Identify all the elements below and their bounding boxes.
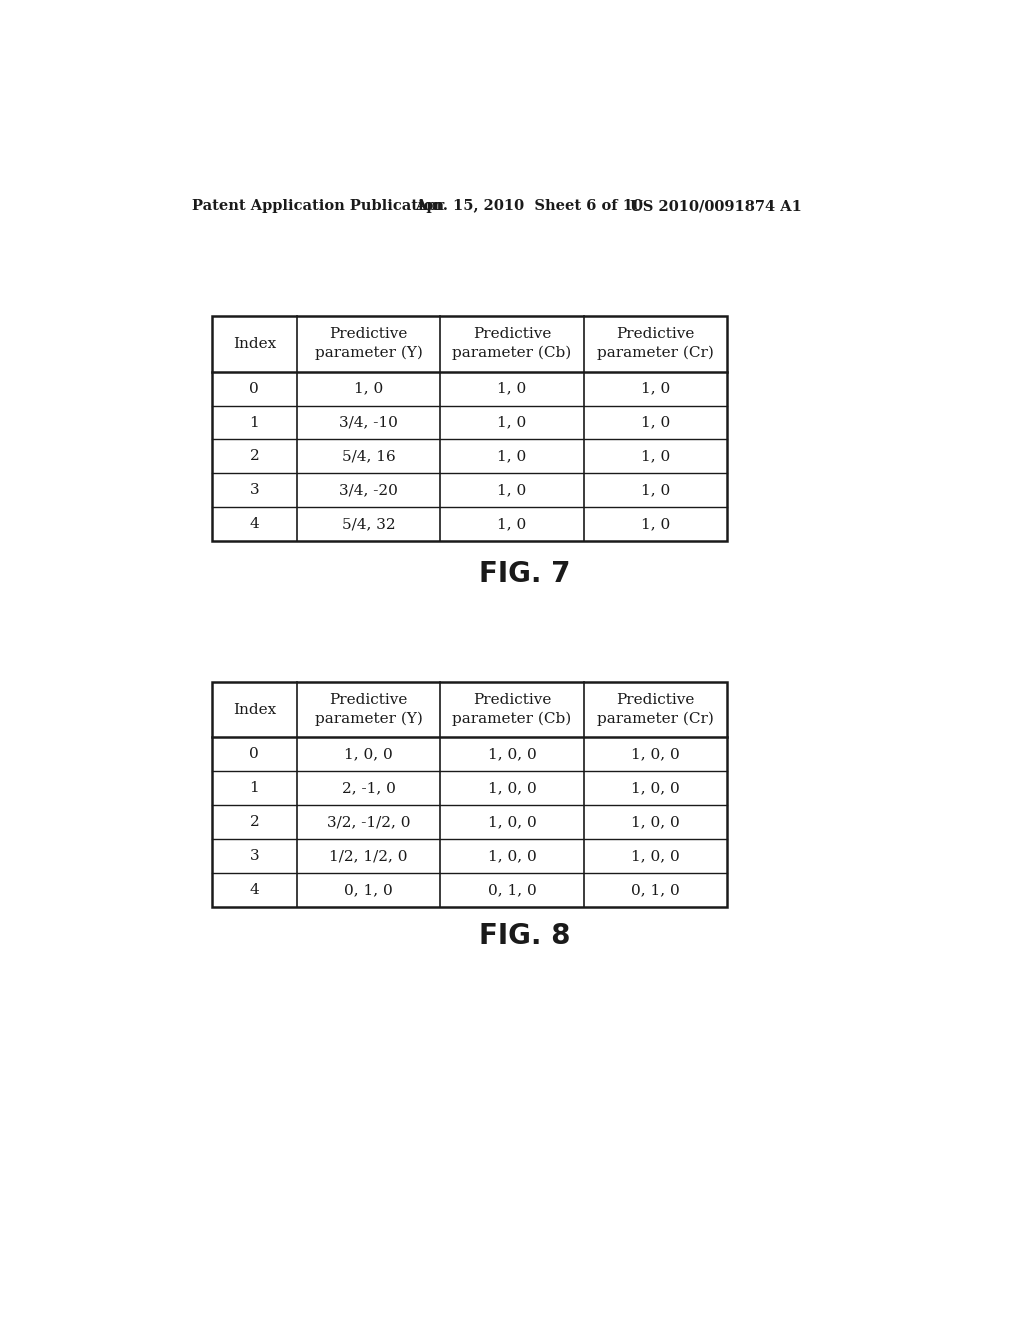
Text: 1, 0: 1, 0 (354, 381, 383, 396)
Text: Index: Index (232, 337, 275, 351)
Text: 1, 0: 1, 0 (641, 483, 670, 498)
Text: 1: 1 (250, 416, 259, 429)
Text: 4: 4 (250, 517, 259, 531)
Text: Predictive
parameter (Y): Predictive parameter (Y) (314, 693, 423, 726)
Text: 1, 0: 1, 0 (498, 483, 526, 498)
Text: Patent Application Publication: Patent Application Publication (191, 199, 443, 213)
Text: Index: Index (232, 702, 275, 717)
Text: 1, 0, 0: 1, 0, 0 (631, 849, 680, 863)
Text: FIG. 8: FIG. 8 (479, 923, 570, 950)
Text: 5/4, 16: 5/4, 16 (342, 449, 395, 463)
Text: Predictive
parameter (Cb): Predictive parameter (Cb) (453, 327, 571, 360)
Text: 3/4, -10: 3/4, -10 (339, 416, 398, 429)
Text: 1, 0, 0: 1, 0, 0 (631, 781, 680, 795)
Text: 0, 1, 0: 0, 1, 0 (631, 883, 680, 896)
Text: Apr. 15, 2010  Sheet 6 of 10: Apr. 15, 2010 Sheet 6 of 10 (415, 199, 643, 213)
Text: 0: 0 (250, 747, 259, 762)
Text: FIG. 7: FIG. 7 (479, 560, 570, 589)
Text: 1, 0, 0: 1, 0, 0 (487, 781, 537, 795)
Text: 1, 0: 1, 0 (498, 449, 526, 463)
Text: 1/2, 1/2, 0: 1/2, 1/2, 0 (330, 849, 408, 863)
Text: Predictive
parameter (Y): Predictive parameter (Y) (314, 327, 423, 360)
Text: 1, 0: 1, 0 (641, 416, 670, 429)
Text: 2: 2 (250, 816, 259, 829)
Text: Predictive
parameter (Cr): Predictive parameter (Cr) (597, 693, 714, 726)
Text: 0, 1, 0: 0, 1, 0 (487, 883, 537, 896)
Text: 3: 3 (250, 483, 259, 498)
Bar (212, 317, 727, 541)
Text: 1, 0, 0: 1, 0, 0 (631, 747, 680, 762)
Text: 1, 0, 0: 1, 0, 0 (487, 816, 537, 829)
Text: 0, 1, 0: 0, 1, 0 (344, 883, 393, 896)
Text: 1, 0: 1, 0 (641, 517, 670, 531)
Text: Predictive
parameter (Cr): Predictive parameter (Cr) (597, 327, 714, 360)
Text: 1, 0: 1, 0 (641, 449, 670, 463)
Text: 1, 0: 1, 0 (498, 416, 526, 429)
Text: 4: 4 (250, 883, 259, 896)
Text: 2, -1, 0: 2, -1, 0 (342, 781, 395, 795)
Text: 1, 0, 0: 1, 0, 0 (631, 816, 680, 829)
Text: Predictive
parameter (Cb): Predictive parameter (Cb) (453, 693, 571, 726)
Text: 1, 0: 1, 0 (641, 381, 670, 396)
Text: 1, 0, 0: 1, 0, 0 (344, 747, 393, 762)
Text: US 2010/0091874 A1: US 2010/0091874 A1 (630, 199, 802, 213)
Text: 2: 2 (250, 449, 259, 463)
Bar (212, 682, 727, 907)
Text: 1: 1 (250, 781, 259, 795)
Text: 0: 0 (250, 381, 259, 396)
Text: 1, 0: 1, 0 (498, 517, 526, 531)
Text: 1, 0, 0: 1, 0, 0 (487, 747, 537, 762)
Text: 5/4, 32: 5/4, 32 (342, 517, 395, 531)
Text: 1, 0: 1, 0 (498, 381, 526, 396)
Text: 1, 0, 0: 1, 0, 0 (487, 849, 537, 863)
Text: 3: 3 (250, 849, 259, 863)
Text: 3/2, -1/2, 0: 3/2, -1/2, 0 (327, 816, 411, 829)
Text: 3/4, -20: 3/4, -20 (339, 483, 398, 498)
